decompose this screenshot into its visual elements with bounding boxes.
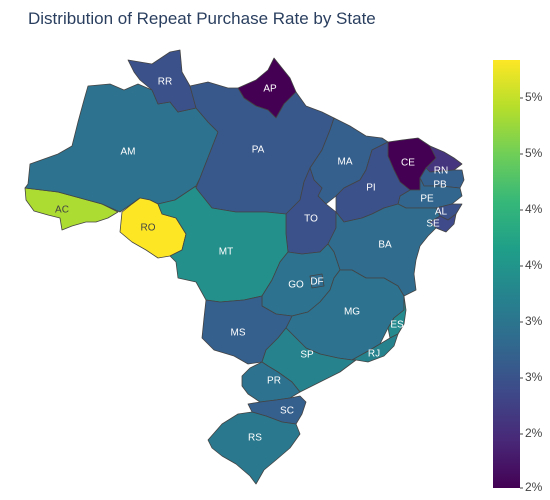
state-rr[interactable] [127, 49, 197, 113]
states-layer [24, 49, 465, 485]
colorbar-tick-label: 2% [525, 426, 543, 440]
state-label-ap: AP [263, 84, 277, 95]
colorbar-tick-label: 3% [525, 370, 543, 384]
colorbar-ticks: 5% 5% 4% 4% 3% 3% 2% 2% [520, 90, 543, 494]
state-label-se: SE [426, 219, 440, 230]
chart-title: Distribution of Repeat Purchase Rate by … [28, 9, 376, 28]
state-label-pa: PA [252, 145, 265, 156]
colorbar-tick-label: 2% [525, 480, 543, 494]
state-label-pe: PE [420, 194, 434, 205]
state-label-rr: RR [158, 77, 172, 88]
state-sp[interactable] [261, 327, 357, 393]
state-label-rj: RJ [368, 349, 380, 360]
state-rs[interactable] [207, 411, 301, 485]
state-label-mg: MG [344, 307, 360, 318]
state-rj[interactable] [351, 333, 399, 363]
state-label-am: AM [121, 147, 136, 158]
colorbar-tick-label: 4% [525, 258, 543, 272]
state-label-go: GO [288, 280, 304, 291]
state-label-ro: RO [141, 223, 156, 234]
colorbar [493, 60, 520, 488]
state-label-ms: MS [231, 328, 246, 339]
state-label-pr: PR [267, 376, 281, 387]
state-label-to: TO [304, 214, 318, 225]
state-label-mt: MT [219, 247, 233, 258]
state-label-rs: RS [248, 433, 262, 444]
colorbar-tick-label: 5% [525, 90, 543, 104]
state-label-sc: SC [280, 406, 294, 417]
state-label-ma: MA [338, 157, 353, 168]
colorbar-tick-label: 3% [525, 314, 543, 328]
state-label-al: AL [435, 207, 448, 218]
state-df[interactable] [309, 273, 325, 289]
state-label-sp: SP [300, 350, 314, 361]
colorbar-tick-label: 4% [525, 202, 543, 216]
colorbar-tick-label: 5% [525, 146, 543, 160]
state-pr[interactable] [241, 361, 301, 403]
state-label-es: ES [390, 320, 404, 331]
state-label-df: DF [310, 277, 323, 288]
state-label-ac: AC [55, 205, 69, 216]
state-label-ce: CE [401, 158, 415, 169]
state-label-rn: RN [434, 166, 448, 177]
state-label-pb: PB [433, 180, 447, 191]
state-label-pi: PI [366, 183, 375, 194]
state-label-ba: BA [378, 240, 392, 251]
